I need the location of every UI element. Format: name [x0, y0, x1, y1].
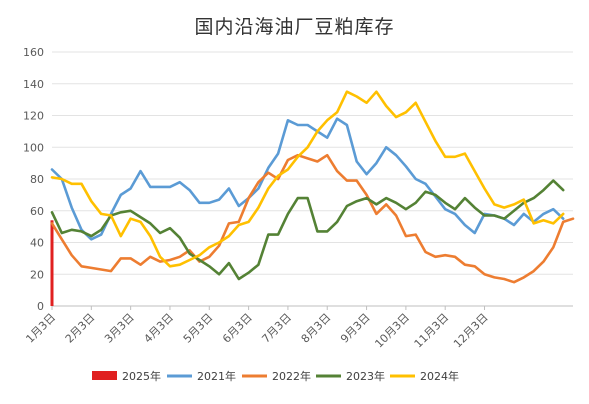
- bar-2025: [50, 220, 54, 306]
- legend-label: 2023年: [346, 369, 385, 383]
- legend-label: 2024年: [420, 369, 459, 383]
- x-tick-label: 9月3日: [338, 311, 373, 346]
- y-tick-label: 60: [30, 205, 44, 218]
- series-line-2023: [50, 179, 565, 281]
- y-tick-label: 160: [23, 46, 44, 59]
- y-tick-label: 140: [23, 78, 44, 91]
- legend-swatch: [92, 371, 117, 380]
- series-lines: [50, 90, 575, 306]
- chart-title: 国内沿海油厂豆粕库存: [194, 16, 395, 38]
- y-tick-label: 40: [30, 237, 44, 250]
- y-tick-label: 20: [30, 268, 44, 281]
- x-tick-label: 8月3日: [299, 311, 334, 346]
- x-tick-label: 2月3日: [63, 311, 98, 346]
- legend-label: 2021年: [197, 369, 236, 383]
- y-tick-label: 120: [23, 110, 44, 123]
- x-tick-label: 12月3日: [451, 311, 491, 351]
- x-tick-label: 1月3日: [23, 311, 58, 346]
- series-line-2021: [50, 117, 565, 241]
- x-tick-label: 4月3日: [141, 311, 176, 346]
- gridlines: [52, 51, 573, 307]
- legend-label: 2022年: [272, 369, 311, 383]
- x-tick-label: 10月3日: [372, 311, 412, 351]
- y-tick-label: 80: [30, 173, 44, 186]
- series-line-2022: [50, 153, 575, 284]
- legend-label: 2025年: [122, 369, 161, 383]
- legend: 2025年 2021年 2022年 2023年 2024年: [92, 369, 459, 383]
- x-tick-label: 5月3日: [181, 311, 216, 346]
- y-tick-label: 100: [23, 141, 44, 154]
- x-tick-label: 6月3日: [220, 311, 255, 346]
- x-tick-label: 11月3日: [412, 311, 452, 351]
- x-tick-label: 7月3日: [259, 311, 294, 346]
- series-line-2024: [50, 90, 565, 268]
- x-tick-label: 3月3日: [102, 311, 137, 346]
- y-tick-label: 0: [37, 300, 44, 313]
